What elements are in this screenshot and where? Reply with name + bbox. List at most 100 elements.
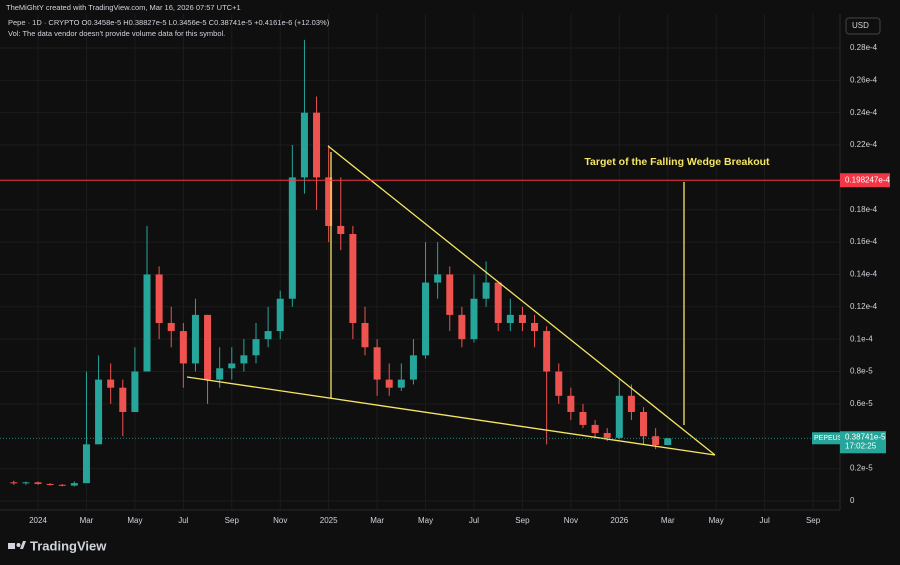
wedge-upper <box>327 145 716 456</box>
candle-body <box>204 314 212 380</box>
candle-body <box>579 411 587 425</box>
last-price-label: 0.38741e-5 <box>845 432 886 441</box>
candle-body <box>422 282 430 356</box>
brand: TradingView <box>30 538 107 553</box>
y-tick-label: 0.12e-4 <box>850 302 878 311</box>
x-tick-label: Nov <box>564 516 578 525</box>
x-tick-label: 2026 <box>610 516 628 525</box>
candle-body <box>603 432 611 438</box>
candle-body <box>531 322 539 332</box>
x-tick-label: Mar <box>80 516 94 525</box>
candle-body <box>179 331 187 364</box>
legend: Pepe · 1D · CRYPTO O0.3458e-5 H0.38827e-… <box>8 18 330 27</box>
candle-body <box>264 331 272 340</box>
candle-body <box>446 274 454 315</box>
y-tick-label: 0.24e-4 <box>850 108 878 117</box>
last-price-box <box>840 431 886 454</box>
symbol: PEPEUSD <box>814 435 847 442</box>
candle-body <box>543 331 551 372</box>
candle-body <box>22 482 30 484</box>
candle-body <box>349 234 357 323</box>
x-tick-label: May <box>709 516 724 525</box>
candle-body <box>506 314 514 323</box>
candle-body <box>276 298 284 332</box>
candle-body <box>34 482 42 484</box>
candle-body <box>627 395 635 412</box>
y-tick-label: 0.18e-4 <box>850 205 878 214</box>
symbol-box <box>812 432 840 445</box>
price-line-label: 0.198247e-4 <box>845 175 890 184</box>
y-tick-label: 0.28e-4 <box>850 43 878 52</box>
candle-body <box>252 339 260 356</box>
candle-body <box>567 395 575 412</box>
candle-body <box>131 371 139 412</box>
x-tick-label: 2024 <box>29 516 47 525</box>
x-tick-label: Sep <box>806 516 821 525</box>
candle-body <box>518 314 526 323</box>
y-tick-label: 0.8e-5 <box>850 367 873 376</box>
candle-body <box>652 436 660 445</box>
wedge-lower <box>186 376 716 456</box>
y-tick-label: 0.22e-4 <box>850 140 878 149</box>
candle-body <box>228 363 236 369</box>
candle-body <box>191 314 199 364</box>
candle-body <box>434 274 442 283</box>
candle-body <box>409 355 417 380</box>
y-tick-label: 0 <box>850 496 855 505</box>
x-tick-label: Mar <box>370 516 384 525</box>
candle-body <box>555 371 563 396</box>
countdown: 17:02:25 <box>845 441 877 450</box>
x-tick-label: Jul <box>760 516 770 525</box>
candle-body <box>119 387 127 412</box>
candle-body <box>107 379 115 388</box>
y-tick-label: 0.6e-5 <box>850 399 873 408</box>
candle-body <box>82 444 90 484</box>
candle-body <box>458 314 466 340</box>
currency[interactable]: USD <box>852 21 869 30</box>
candle-body <box>591 424 599 433</box>
volume-note: Vol: The data vendor doesn't provide vol… <box>8 29 225 38</box>
candle-body <box>361 322 369 348</box>
y-tick-label: 0.1e-4 <box>850 334 873 343</box>
x-tick-label: May <box>127 516 142 525</box>
candle-body <box>470 298 478 340</box>
candle-body <box>58 484 66 486</box>
annotation: Target of the Falling Wedge Breakout <box>584 156 770 168</box>
x-tick-label: Jul <box>178 516 188 525</box>
x-tick-label: May <box>418 516 433 525</box>
y-tick-label: 0.26e-4 <box>850 75 878 84</box>
y-tick-label: 0.2e-5 <box>850 464 873 473</box>
candle-body <box>482 282 490 299</box>
x-tick-label: Sep <box>225 516 240 525</box>
x-tick-label: Nov <box>273 516 287 525</box>
candle-body <box>313 112 321 178</box>
candle-body <box>373 347 381 380</box>
candle-body <box>70 483 78 486</box>
candle-body <box>664 438 672 445</box>
candle-body <box>10 482 18 484</box>
y-tick-label: 0.16e-4 <box>850 237 878 246</box>
candle-body <box>640 411 648 437</box>
x-tick-label: 2025 <box>320 516 338 525</box>
candle-body <box>615 395 623 438</box>
candle-body <box>300 112 308 178</box>
candle-body <box>95 379 103 445</box>
candle-body <box>155 274 163 323</box>
candle-body <box>337 225 345 235</box>
candle-body <box>385 379 393 388</box>
price-line-label-box <box>840 173 890 188</box>
x-tick-label: Mar <box>661 516 675 525</box>
candle-body <box>288 177 296 299</box>
candle-body <box>46 483 54 485</box>
candle-body <box>143 274 151 372</box>
author-line: TheMiGhtY created with TradingView.com, … <box>6 3 241 12</box>
candles <box>10 39 672 487</box>
candle-body <box>240 355 248 364</box>
brand-logo <box>8 541 26 549</box>
candle-body <box>494 282 502 323</box>
y-tick-label: 0.14e-4 <box>850 270 878 279</box>
drawings <box>186 145 716 456</box>
currency-box[interactable] <box>845 17 881 35</box>
candle-body <box>216 368 224 380</box>
